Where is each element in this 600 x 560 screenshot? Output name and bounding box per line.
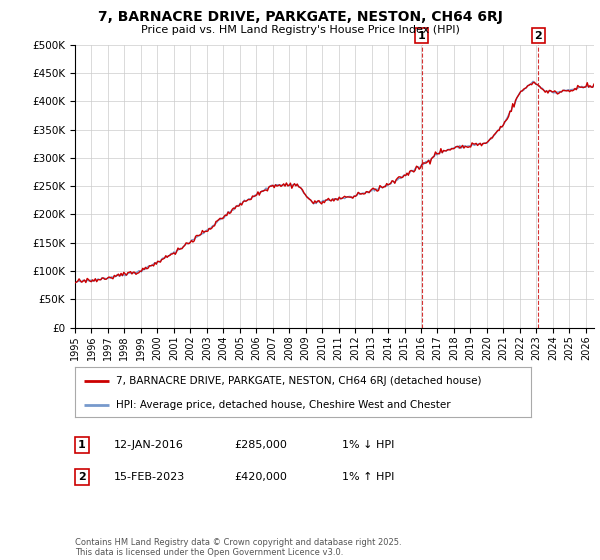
Text: £420,000: £420,000 <box>234 472 287 482</box>
Text: 7, BARNACRE DRIVE, PARKGATE, NESTON, CH64 6RJ (detached house): 7, BARNACRE DRIVE, PARKGATE, NESTON, CH6… <box>116 376 482 386</box>
Text: 2: 2 <box>535 31 542 40</box>
Text: Price paid vs. HM Land Registry's House Price Index (HPI): Price paid vs. HM Land Registry's House … <box>140 25 460 35</box>
Text: Contains HM Land Registry data © Crown copyright and database right 2025.
This d: Contains HM Land Registry data © Crown c… <box>75 538 401 557</box>
Text: 7, BARNACRE DRIVE, PARKGATE, NESTON, CH64 6RJ: 7, BARNACRE DRIVE, PARKGATE, NESTON, CH6… <box>98 10 502 24</box>
Text: 1% ↓ HPI: 1% ↓ HPI <box>342 440 394 450</box>
Text: 1: 1 <box>78 440 86 450</box>
Text: 2: 2 <box>78 472 86 482</box>
Text: 12-JAN-2016: 12-JAN-2016 <box>114 440 184 450</box>
Text: 1: 1 <box>418 31 425 40</box>
Text: HPI: Average price, detached house, Cheshire West and Chester: HPI: Average price, detached house, Ches… <box>116 400 451 409</box>
Text: 15-FEB-2023: 15-FEB-2023 <box>114 472 185 482</box>
Text: 1% ↑ HPI: 1% ↑ HPI <box>342 472 394 482</box>
Text: £285,000: £285,000 <box>234 440 287 450</box>
